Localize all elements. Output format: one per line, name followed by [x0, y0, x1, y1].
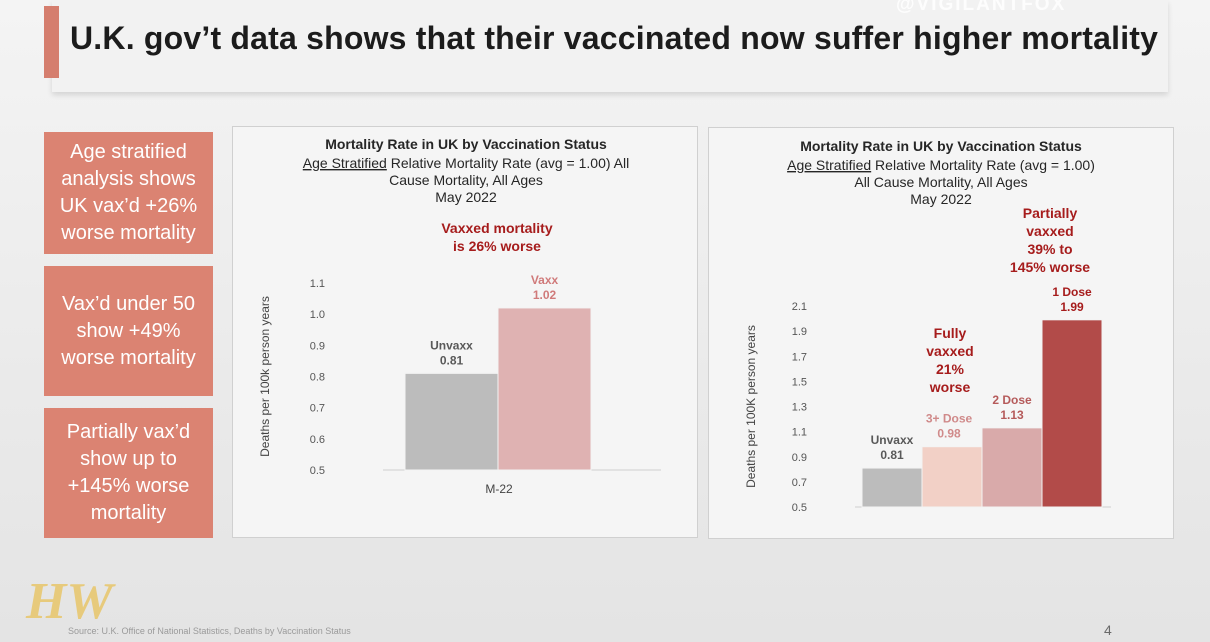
bar-value-label: 1.99 — [1060, 300, 1084, 314]
y-tick-label: 1.5 — [792, 376, 807, 388]
y-axis-label: Deaths per 100k person years — [258, 296, 272, 457]
y-tick-label: 2.1 — [792, 301, 807, 313]
chart-title: Mortality Rate in UK by Vaccination Stat… — [800, 138, 1082, 154]
subtitle-underlined: Age Stratified — [787, 157, 871, 173]
chart-annotation-partial: 145% worse — [1010, 259, 1090, 275]
callout-box-1: Age stratified analysis shows UK vax’d +… — [44, 132, 213, 254]
title-bar — [52, 0, 1168, 92]
chart-panel-left: Mortality Rate in UK by Vaccination Stat… — [232, 126, 698, 538]
callout-box-2: Vax’d under 50 show +49% worse mortality — [44, 266, 213, 396]
y-tick-label: 1.1 — [792, 427, 807, 439]
bar-value-label: 0.81 — [440, 353, 464, 367]
bar-name-label: Unvaxx — [871, 433, 914, 447]
chart-title: Mortality Rate in UK by Vaccination Stat… — [325, 136, 607, 152]
y-tick-label: 0.8 — [310, 372, 325, 384]
bar-vaxx — [497, 307, 592, 471]
y-tick-label: 1.9 — [792, 326, 807, 338]
chart-left: Mortality Rate in UK by Vaccination Stat… — [258, 136, 661, 496]
y-tick-label: 0.5 — [310, 465, 325, 477]
y-tick-label: 0.9 — [310, 340, 325, 352]
chart-right: Mortality Rate in UK by Vaccination Stat… — [744, 138, 1111, 514]
chart-annotation: Vaxxed mortality — [441, 220, 552, 236]
x-category-label: M-22 — [485, 482, 513, 496]
y-tick-label: 1.3 — [792, 402, 807, 414]
chart-subtitle-line: May 2022 — [910, 191, 972, 207]
title-accent-bar — [44, 6, 59, 78]
y-tick-label: 0.7 — [310, 403, 325, 415]
y-tick-label: 0.7 — [792, 477, 807, 489]
bar-unvaxx — [404, 372, 499, 471]
bar-unvaxx — [861, 467, 923, 508]
chart-subtitle: Age Stratified Relative Mortality Rate (… — [787, 157, 1095, 173]
bar-2-dose — [981, 427, 1043, 508]
chart-annotation-fully: vaxxed — [926, 343, 973, 359]
chart-annotation-partial: Partially — [1023, 205, 1078, 221]
slide-title: U.K. gov’t data shows that their vaccina… — [70, 20, 1159, 56]
y-tick-label: 0.6 — [310, 434, 325, 446]
chart-annotation-fully: worse — [929, 379, 971, 395]
subtitle-underlined: Age Stratified — [303, 155, 387, 171]
bar-name-label: Vaxx — [531, 273, 559, 287]
bar-value-label: 1.13 — [1000, 408, 1024, 422]
chart-annotation: is 26% worse — [453, 238, 541, 254]
y-tick-label: 1.1 — [310, 278, 325, 290]
callout-box-3: Partially vax’d show up to +145% worse m… — [44, 408, 213, 538]
bar-name-label: 3+ Dose — [926, 412, 973, 426]
bar-3-dose — [921, 446, 983, 508]
bar-name-label: 2 Dose — [992, 393, 1032, 407]
bar-name-label: Unvaxx — [430, 338, 473, 352]
bar-value-label: 0.98 — [937, 427, 961, 441]
bar-value-label: 1.02 — [533, 288, 557, 302]
chart-subtitle-line: All Cause Mortality, All Ages — [854, 174, 1027, 190]
y-axis-label: Deaths per 100K person years — [744, 325, 758, 488]
page-number: 4 — [1104, 622, 1112, 638]
chart-annotation-fully: Fully — [934, 325, 967, 341]
y-tick-label: 1.0 — [310, 309, 325, 321]
bar-name-label: 1 Dose — [1052, 285, 1092, 299]
source-note: Source: U.K. Office of National Statisti… — [68, 626, 351, 636]
chart-subtitle: Age Stratified Relative Mortality Rate (… — [303, 155, 629, 171]
y-tick-label: 1.7 — [792, 351, 807, 363]
company-logo: HW — [26, 573, 113, 630]
bar-value-label: 0.81 — [880, 448, 904, 462]
chart-annotation-partial: 39% to — [1027, 241, 1072, 257]
chart-annotation-partial: vaxxed — [1026, 223, 1073, 239]
chart-subtitle-line: May 2022 — [435, 189, 497, 205]
y-tick-label: 0.9 — [792, 452, 807, 464]
chart-panel-right: Mortality Rate in UK by Vaccination Stat… — [708, 127, 1174, 539]
watermark: @VIGILANTFOX — [896, 0, 1067, 15]
chart-annotation-fully: 21% — [936, 361, 965, 377]
subtitle-rest: Relative Mortality Rate (avg = 1.00) All — [387, 155, 629, 171]
y-tick-label: 0.5 — [792, 502, 807, 514]
subtitle-rest: Relative Mortality Rate (avg = 1.00) — [871, 157, 1095, 173]
chart-subtitle-line: Cause Mortality, All Ages — [389, 172, 543, 188]
bar-1-dose — [1041, 319, 1103, 508]
